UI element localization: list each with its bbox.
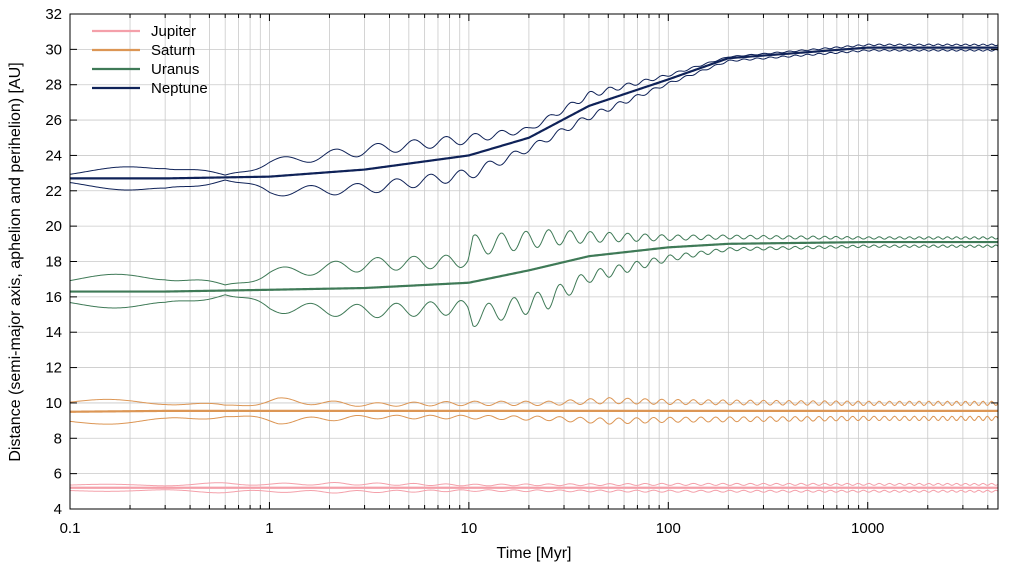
legend-label-uranus: Uranus — [151, 61, 199, 78]
aphelion-line-neptune — [69, 43, 999, 176]
x-tick-label: 10 — [461, 520, 478, 537]
series-jupiter — [69, 482, 999, 494]
y-tick-labels: 4 6 8 10 12 14 16 18 20 22 24 26 28 30 32 — [45, 6, 62, 518]
y-tick-label: 12 — [45, 360, 62, 377]
y-tick-label: 14 — [45, 324, 62, 341]
series-neptune — [69, 43, 999, 197]
y-tick-label: 24 — [45, 147, 62, 164]
perihelion-line-neptune — [69, 49, 999, 197]
x-tick-label: 1 — [265, 520, 273, 537]
y-tick-label: 10 — [45, 395, 62, 412]
semi-major-line-uranus — [70, 240, 998, 293]
legend-label-jupiter: Jupiter — [151, 23, 196, 40]
y-tick-label: 20 — [45, 218, 62, 235]
y-tick-label: 28 — [45, 77, 62, 94]
perihelion-line-uranus — [69, 244, 999, 328]
legend-label-neptune: Neptune — [151, 80, 208, 97]
y-tick-label: 4 — [54, 501, 62, 518]
aphelion-line-uranus — [69, 229, 999, 286]
series-saturn — [69, 397, 999, 425]
y-tick-label: 8 — [54, 430, 62, 447]
y-tick-label: 32 — [45, 6, 62, 23]
legend-label-saturn: Saturn — [151, 42, 195, 59]
perihelion-line-jupiter — [69, 489, 999, 494]
y-tick-label: 6 — [54, 466, 62, 483]
x-tick-label: 100 — [656, 520, 681, 537]
semi-major-line-neptune — [70, 46, 998, 180]
x-axis-label: Time [Myr] — [497, 545, 572, 562]
x-tick-label: 1000 — [851, 520, 884, 537]
axis-ticks — [69, 13, 998, 510]
perihelion-line-saturn — [69, 414, 999, 425]
y-tick-label: 26 — [45, 112, 62, 129]
y-tick-label: 16 — [45, 289, 62, 306]
y-tick-label: 30 — [45, 41, 62, 58]
series-uranus — [69, 229, 999, 328]
aphelion-line-saturn — [69, 397, 999, 407]
y-tick-label: 22 — [45, 183, 62, 200]
x-tick-labels: 0.1 1 10 100 1000 — [60, 520, 885, 537]
grid-lines — [69, 13, 998, 510]
y-axis-label: Distance (semi-major axis, aphelion and … — [7, 62, 24, 461]
y-tick-label: 18 — [45, 254, 62, 271]
legend: Jupiter Saturn Uranus Neptune — [92, 23, 208, 97]
semi-major-line-saturn — [69, 409, 998, 413]
data-series — [69, 43, 999, 494]
aphelion-line-jupiter — [69, 482, 999, 487]
x-tick-label: 0.1 — [60, 520, 81, 537]
